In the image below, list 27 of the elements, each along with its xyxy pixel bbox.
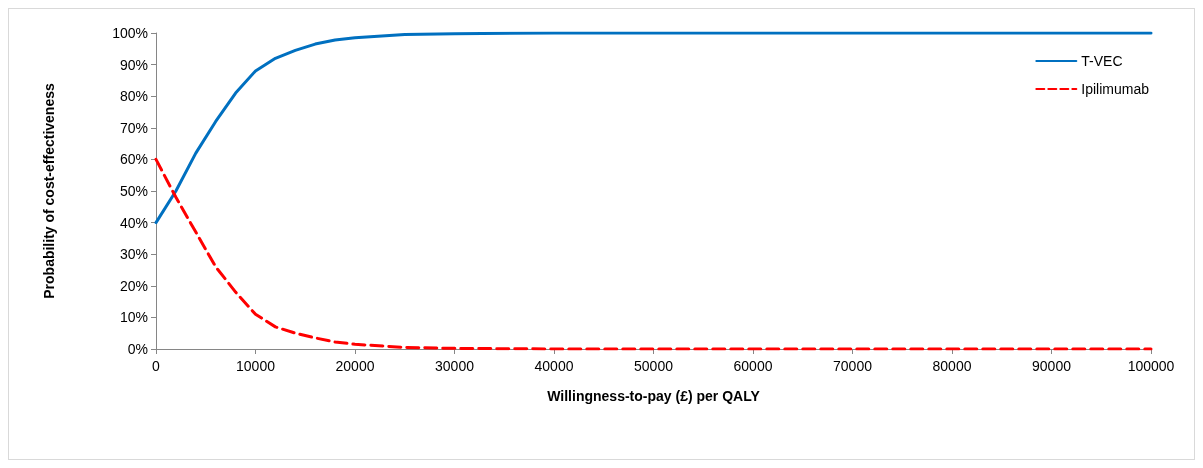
- y-axis-title: Probability of cost-effectiveness: [41, 83, 57, 299]
- x-tick-label: 70000: [833, 358, 873, 374]
- x-tick-label: 10000: [236, 358, 276, 374]
- x-tick-label: 50000: [634, 358, 674, 374]
- y-tick-label: 90%: [119, 56, 148, 73]
- legend-label: Ipilimumab: [1081, 81, 1150, 97]
- x-tick-label: 60000: [733, 358, 773, 374]
- y-tick-label: 30%: [119, 246, 148, 263]
- y-tick-label: 60%: [119, 151, 148, 168]
- line-series: [154, 31, 1153, 225]
- x-tick-label: 80000: [932, 358, 972, 374]
- y-tick-label: 0%: [127, 341, 148, 357]
- y-tick-label: 20%: [119, 277, 148, 294]
- x-tick-label: 30000: [435, 358, 475, 374]
- x-tick-label: 90000: [1032, 358, 1072, 374]
- y-tick-label: 70%: [119, 119, 148, 136]
- y-tick-label: 40%: [119, 214, 148, 231]
- y-tick-label: 80%: [119, 88, 148, 105]
- x-tick-label: 100000: [1127, 358, 1175, 374]
- x-tick-label: 40000: [534, 358, 574, 374]
- y-tick-label: 50%: [119, 183, 148, 199]
- x-tick-label: 20000: [335, 358, 375, 374]
- y-tick-label: 100%: [112, 25, 148, 41]
- x-axis-title: Willingness-to-pay (£) per QALY: [547, 388, 761, 404]
- y-tick-label: 10%: [119, 309, 148, 326]
- x-tick-label: 0: [152, 358, 161, 374]
- legend-label: T-VEC: [1081, 53, 1123, 69]
